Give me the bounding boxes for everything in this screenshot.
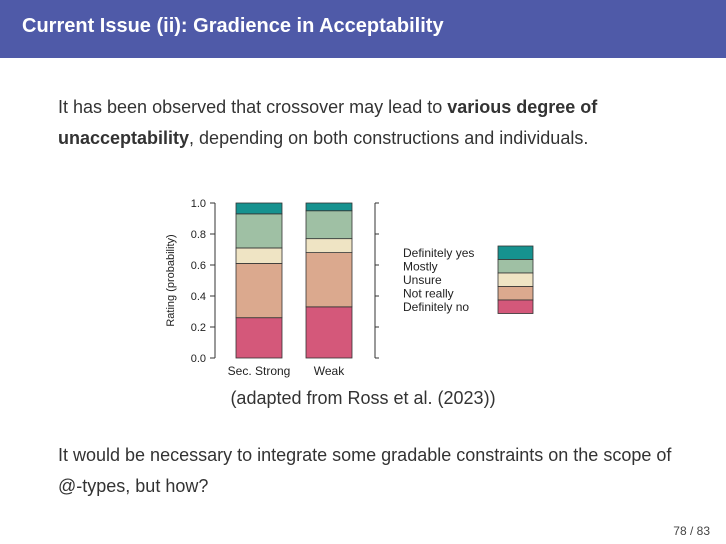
bar-segment (235, 263, 283, 319)
legend-label: Not really (403, 287, 454, 301)
y-tick-label: 0.6 (191, 260, 206, 272)
bar-segment (305, 306, 353, 359)
stacked-bar-chart: 0.0 0.2 0.4 0.6 0.8 1.0 Rating (probability) Se… (160, 192, 540, 382)
legend-label: Mostly (403, 260, 438, 274)
y-tick-label: 0.2 (191, 322, 206, 334)
legend-swatch (497, 272, 534, 287)
bar-segment (305, 238, 353, 254)
chart-caption: (adapted from Ross et al. (2023)) (230, 388, 496, 408)
legend-swatch (497, 286, 534, 301)
slide-title: Current Issue (ii): Gradience in Accepta… (22, 15, 444, 37)
bar-segment (305, 202, 353, 212)
x-tick-label: Weak (314, 364, 345, 378)
legend-swatch (497, 299, 534, 314)
bar-segment (305, 210, 353, 240)
intro-text-start: It has been observed that crossover may … (58, 97, 448, 117)
legend-label: Definitely yes (403, 246, 474, 260)
intro-paragraph: It has been observed that crossover may … (58, 92, 698, 154)
y-tick-label: 0.8 (191, 229, 206, 241)
y-axis-label: Rating (probability) (165, 234, 177, 326)
intro-text-end: , depending on both constructions and in… (189, 128, 589, 148)
closing-paragraph: It would be necessary to integrate some … (58, 445, 672, 496)
legend-swatch (497, 245, 534, 260)
bar-segment (235, 247, 283, 264)
bar-segment (235, 213, 283, 249)
y-tick-label: 0.4 (191, 291, 206, 303)
y-tick-label: 1.0 (191, 198, 206, 210)
page-number: 78 / 83 (673, 524, 710, 538)
y-tick-label: 0.0 (191, 353, 206, 365)
x-tick-label: Sec. Strong (228, 364, 291, 378)
bar-segment (235, 317, 283, 359)
bar-segment (235, 202, 283, 215)
chart-svg: 0.0 0.2 0.4 0.6 0.8 1.0 Rating (probability) Se… (165, 198, 534, 378)
legend-label: Unsure (403, 273, 442, 287)
slide-header: Current Issue (ii): Gradience in Accepta… (0, 0, 726, 58)
intro-text-bold: various degree of unacceptability (58, 97, 598, 148)
legend-swatch (497, 259, 534, 274)
legend-label: Definitely no (403, 300, 469, 314)
bar-segment (305, 252, 353, 308)
